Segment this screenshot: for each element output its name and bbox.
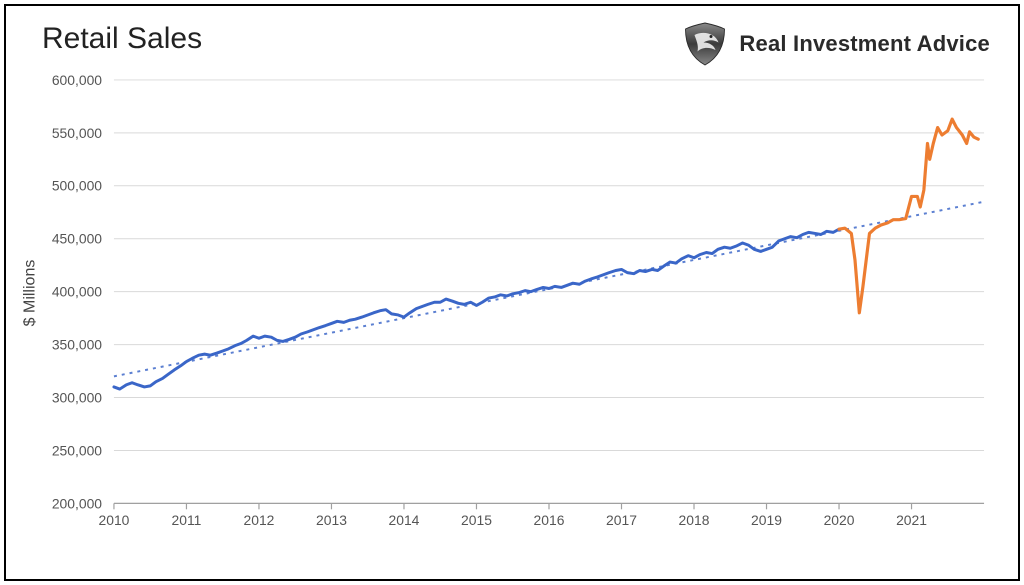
plot-area: 200,000250,000300,000350,000400,000450,0… [106,76,990,529]
y-tick-label: 550,000 [52,125,103,141]
eagle-shield-logo-icon [681,20,729,68]
x-tick-label: 2011 [172,512,202,528]
chart-title: Retail Sales [42,22,202,56]
x-tick-label: 2010 [98,512,129,528]
x-tick-label: 2018 [679,512,710,528]
x-tick-label: 2013 [316,512,347,528]
y-tick-label: 300,000 [52,390,103,406]
y-tick-label: 200,000 [52,495,103,511]
y-tick-label: 450,000 [52,231,103,247]
x-tick-label: 2019 [751,512,782,528]
chart-frame: Retail Sales Real Investment Advice $ Mi… [4,4,1020,581]
x-tick-label: 2020 [824,512,855,528]
y-tick-label: 600,000 [52,72,103,88]
x-tick-label: 2017 [606,512,637,528]
x-tick-label: 2015 [461,512,492,528]
brand: Real Investment Advice [681,20,990,68]
y-tick-label: 500,000 [52,178,103,194]
y-tick-label: 250,000 [52,442,103,458]
y-tick-label: 350,000 [52,337,103,353]
y-axis-title: $ Millions [18,6,42,579]
x-tick-label: 2016 [534,512,565,528]
brand-text: Real Investment Advice [739,31,990,57]
y-tick-label: 400,000 [52,284,103,300]
x-tick-label: 2014 [389,512,420,528]
plot-svg: 200,000250,000300,000350,000400,000450,0… [106,76,990,529]
x-tick-label: 2021 [896,512,927,528]
x-tick-label: 2012 [244,512,275,528]
